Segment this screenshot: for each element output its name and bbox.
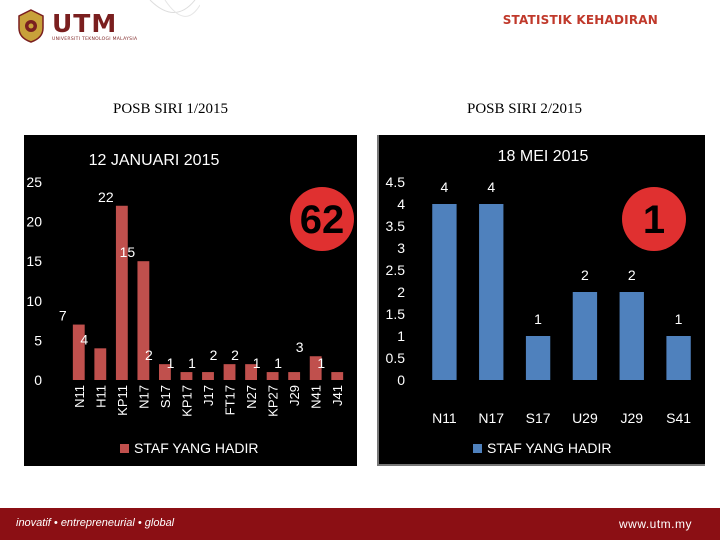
chart-may-svg: 18 MEI 2015 0 0.5 1 1.5 2 2.5 3 3.5 4 4.5 4 N11 4 N17 1… (386, 148, 692, 456)
bar-j41 (331, 372, 344, 380)
y-tick-label: 0 (397, 372, 405, 388)
bar-j29 (288, 372, 301, 380)
legend-label: STAF YANG HADIR (487, 440, 611, 456)
data-label: 7 (59, 308, 67, 324)
data-label: 4 (487, 179, 495, 195)
y-tick-label: 10 (26, 293, 42, 309)
logo-name: UTM (52, 8, 118, 38)
total-badge-label: 1 (643, 198, 665, 242)
x-category-label: S41 (666, 410, 691, 426)
y-tick-label: 1 (397, 328, 405, 344)
bar-n17 (479, 204, 504, 380)
bar-n11 (432, 204, 457, 380)
bar-n27 (245, 364, 257, 380)
data-label: 1 (274, 355, 282, 371)
bar-s17 (159, 364, 171, 380)
y-tick-label: 20 (26, 214, 42, 230)
data-label: 1 (188, 355, 196, 371)
x-category-label: N11 (72, 385, 87, 408)
bar-s17 (525, 336, 551, 380)
bar-kp11 (115, 205, 128, 380)
bar-h11 (94, 348, 107, 380)
bar-n41 (309, 356, 322, 380)
total-badge (290, 187, 354, 251)
x-category-label: S17 (526, 410, 551, 426)
x-category-label: KP27 (266, 385, 281, 417)
y-tick-label: 2.5 (386, 262, 406, 278)
x-category-label: N11 (432, 410, 457, 426)
data-label: 2 (210, 347, 218, 363)
y-tick-label: 0.5 (386, 350, 406, 366)
bar-n11 (72, 324, 85, 380)
footer-bar: inovatif • entrepreneurial • global www.… (0, 508, 720, 540)
x-category-label: J29 (287, 385, 302, 406)
bar-s41 (666, 336, 691, 380)
bar-u29 (572, 292, 598, 380)
y-tick-label: 5 (34, 332, 42, 348)
x-category-label: J41 (330, 385, 345, 406)
x-category-label: FT17 (223, 385, 238, 415)
y-tick-label: 4.5 (386, 174, 406, 190)
data-label: 3 (296, 339, 304, 355)
bar-kp27 (266, 372, 279, 380)
data-label: 1 (317, 355, 325, 371)
x-category-label: KP17 (179, 385, 194, 417)
data-label: 4 (441, 179, 449, 195)
bar-kp17 (180, 372, 193, 380)
data-label: 2 (628, 267, 636, 283)
total-badge-label: 62 (300, 198, 345, 242)
x-category-label: N17 (136, 385, 151, 409)
y-tick-label: 3 (397, 240, 405, 256)
utm-crest-icon (18, 9, 44, 43)
y-tick-label: 4 (397, 196, 405, 212)
chart-title: 12 JANUARI 2015 (89, 152, 220, 169)
bar-ft17 (223, 364, 236, 380)
legend-label: STAF YANG HADIR (134, 440, 258, 456)
x-category-label: KP11 (115, 385, 130, 416)
data-label: 1 (534, 311, 542, 327)
utm-logo: UTM UNIVERSITI TEKNOLOGI MALAYSIA (16, 6, 191, 46)
chart-panel-may: 18 MEI 2015 0 0.5 1 1.5 2 2.5 3 3.5 4 4.5 4 N11 4 N17 1… (377, 135, 705, 466)
data-label: 1 (675, 311, 683, 327)
data-label: 22 (98, 189, 114, 205)
y-tick-label: 3.5 (386, 218, 406, 234)
data-label: 1 (253, 355, 261, 371)
x-category-label: J17 (201, 385, 216, 406)
x-category-label: U29 (572, 410, 598, 426)
header-swoosh (149, 0, 200, 17)
legend-swatch (120, 444, 129, 453)
x-category-label: J29 (620, 410, 643, 426)
data-label: 4 (80, 331, 88, 347)
y-tick-label: 25 (26, 174, 42, 190)
y-tick-label: 1.5 (386, 306, 406, 322)
y-tick-label: 0 (34, 372, 42, 388)
footer-tagline: inovatif • entrepreneurial • global (16, 517, 175, 529)
data-label: 2 (231, 347, 239, 363)
x-category-label: N17 (478, 410, 504, 426)
footer-url-link[interactable]: www.utm.my (618, 517, 692, 531)
section-title-left: POSB SIRI 1/2015 (113, 101, 229, 117)
bar-j17 (202, 372, 214, 380)
x-category-label: N27 (244, 385, 259, 409)
page-title: STATISTIK KEHADIRAN (502, 13, 658, 27)
y-tick-label: 15 (26, 253, 42, 269)
legend-swatch (473, 444, 482, 453)
chart-title: 18 MEI 2015 (498, 148, 589, 165)
section-title-right: POSB SIRI 2/2015 (467, 101, 583, 117)
chart-jan-svg: 12 JANUARI 201505101520257N114H1122KP111… (26, 152, 354, 456)
total-badge (622, 187, 686, 251)
x-category-label: N41 (309, 385, 324, 409)
logo-subtitle: UNIVERSITI TEKNOLOGI MALAYSIA (52, 36, 138, 42)
chart-panel-jan: 12 JANUARI 2015 0 5 10 15 20 25 7 N11 4 H11 22 KP11 1… (24, 135, 357, 466)
data-label: 2 (581, 267, 589, 283)
bar-n17 (137, 261, 150, 380)
x-category-label: S17 (158, 385, 173, 408)
x-category-label: H11 (93, 385, 108, 408)
data-label: 1 (167, 355, 175, 371)
data-label: 15 (120, 244, 136, 260)
data-label: 2 (145, 347, 153, 363)
bar-j29 (619, 292, 644, 380)
y-tick-label: 2 (397, 284, 405, 300)
